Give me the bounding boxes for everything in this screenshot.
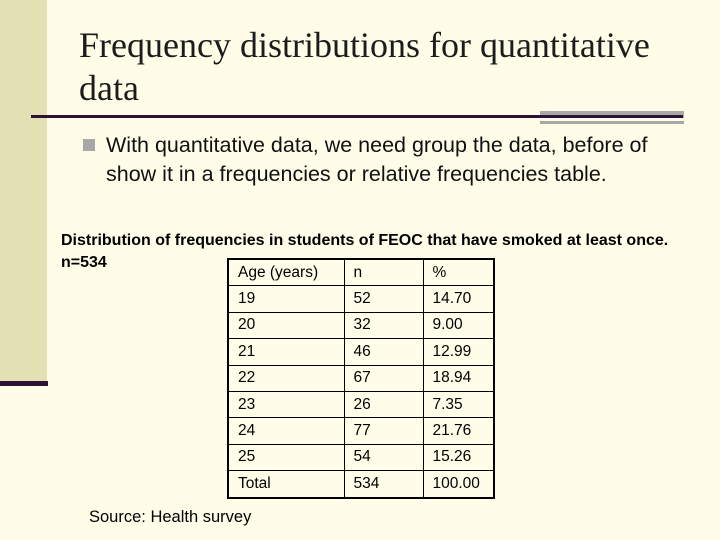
table-cell: 26	[343, 390, 424, 419]
table-cell: 19	[227, 285, 345, 313]
table-cell: 14.70	[422, 285, 495, 313]
table-cell: 54	[343, 443, 424, 472]
table-cell: Total	[227, 470, 345, 499]
table-cell: 77	[343, 417, 424, 445]
table-header-row: Age (years) n%	[227, 258, 495, 287]
frequency-table: Age (years) n% 19 52 14.70 20 32 9.00 21 46 12.99 2…	[227, 258, 495, 499]
table-row: 19 52 14.70	[227, 285, 495, 313]
table-caption: Distribution of frequencies in students …	[61, 232, 669, 271]
decorative-side-bar	[0, 0, 47, 384]
source-note: Source: Health survey	[89, 508, 252, 526]
table-cell: 67	[343, 364, 424, 392]
title-rule	[31, 115, 683, 118]
table-row: 23 26 7.35	[227, 390, 495, 419]
bullet-text: With quantitative data, we need group th…	[106, 133, 648, 186]
table-cell: 100.00	[422, 470, 495, 499]
table-row: Total 534 100.00	[227, 470, 495, 499]
table-cell: 534	[343, 470, 424, 499]
table-row: 24 77 21.76	[227, 417, 495, 445]
title-rule-grey	[540, 111, 684, 118]
table-cell: 21	[227, 338, 345, 366]
table-header-cell: %	[422, 258, 495, 287]
table-cell: 23	[227, 390, 345, 419]
table-header-cell: Age (years)	[227, 258, 345, 287]
table-cell: 18.94	[422, 364, 495, 392]
decorative-side-bar-foot	[0, 381, 48, 386]
table-header-cell: n	[343, 258, 424, 287]
table-cell: 9.00	[422, 311, 495, 340]
table-cell: 21.76	[422, 417, 495, 445]
table-cell: 52	[343, 285, 424, 313]
table-row: 25 54 15.26	[227, 443, 495, 472]
table-cell: 7.35	[422, 390, 495, 419]
table-cell: 25	[227, 443, 345, 472]
table-row: 22 67 18.94	[227, 364, 495, 392]
table-cell: 20	[227, 311, 345, 340]
table-cell: 12.99	[422, 338, 495, 366]
slide-title: Frequency distributions for quantitative…	[79, 25, 650, 108]
title-rule-grey-lower	[540, 121, 684, 124]
table-cell: 32	[343, 311, 424, 340]
table-cell: 22	[227, 364, 345, 392]
table-cell: 46	[343, 338, 424, 366]
table-row: 20 32 9.00	[227, 311, 495, 340]
table-cell: 15.26	[422, 443, 495, 472]
table-cell: 24	[227, 417, 345, 445]
bullet-square-icon	[83, 139, 95, 151]
table-row: 21 46 12.99	[227, 338, 495, 366]
